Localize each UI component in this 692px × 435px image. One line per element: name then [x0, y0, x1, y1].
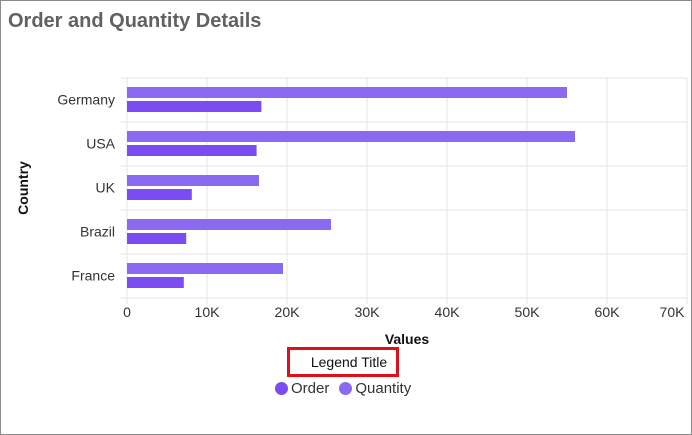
x-tick-label: 50K	[515, 304, 541, 320]
legend: Order Quantity	[275, 380, 421, 397]
x-axis-title: Values	[385, 331, 430, 347]
legend-title: Legend Title	[310, 354, 388, 370]
x-tick-label: 40K	[435, 304, 461, 320]
bar-quantity-uk[interactable]	[127, 175, 259, 186]
category-labels: Germany USA UK Brazil France	[57, 92, 115, 284]
category-label: UK	[96, 180, 116, 196]
panel-title: Order and Quantity Details	[8, 10, 262, 32]
category-label: Germany	[57, 92, 115, 108]
x-tick-labels: 0 10K 20K 30K 40K 50K 60K 70K	[123, 304, 685, 320]
order-swatch-icon	[275, 382, 288, 395]
bar-order-usa[interactable]	[127, 145, 257, 156]
category-label: Brazil	[80, 224, 115, 240]
x-tick-label: 10K	[195, 304, 221, 320]
bars	[127, 87, 575, 288]
legend-label-order: Order	[291, 380, 330, 397]
legend-item-order[interactable]: Order	[275, 380, 329, 397]
x-tick-label: 70K	[660, 304, 686, 320]
x-tick-label: 20K	[275, 304, 301, 320]
grid-lines	[121, 77, 688, 304]
bar-order-brazil[interactable]	[127, 233, 187, 244]
legend-label-quantity: Quantity	[355, 380, 412, 397]
quantity-swatch-icon	[339, 382, 353, 395]
x-tick-label: 60K	[595, 304, 621, 320]
category-label: USA	[86, 136, 115, 152]
legend-title-box: Legend Title	[287, 347, 399, 377]
bar-quantity-usa[interactable]	[127, 131, 575, 142]
bar-order-uk[interactable]	[127, 189, 192, 200]
bar-quantity-germany[interactable]	[127, 87, 567, 98]
x-tick-label: 30K	[355, 304, 381, 320]
bar-quantity-brazil[interactable]	[127, 219, 331, 230]
y-axis-title: Country	[15, 161, 31, 215]
category-label: France	[71, 268, 115, 284]
bar-order-germany[interactable]	[127, 101, 262, 112]
legend-item-quantity[interactable]: Quantity	[339, 380, 411, 397]
x-tick-label: 0	[123, 304, 131, 320]
bar-quantity-france[interactable]	[127, 263, 283, 274]
bar-order-france[interactable]	[127, 277, 184, 288]
